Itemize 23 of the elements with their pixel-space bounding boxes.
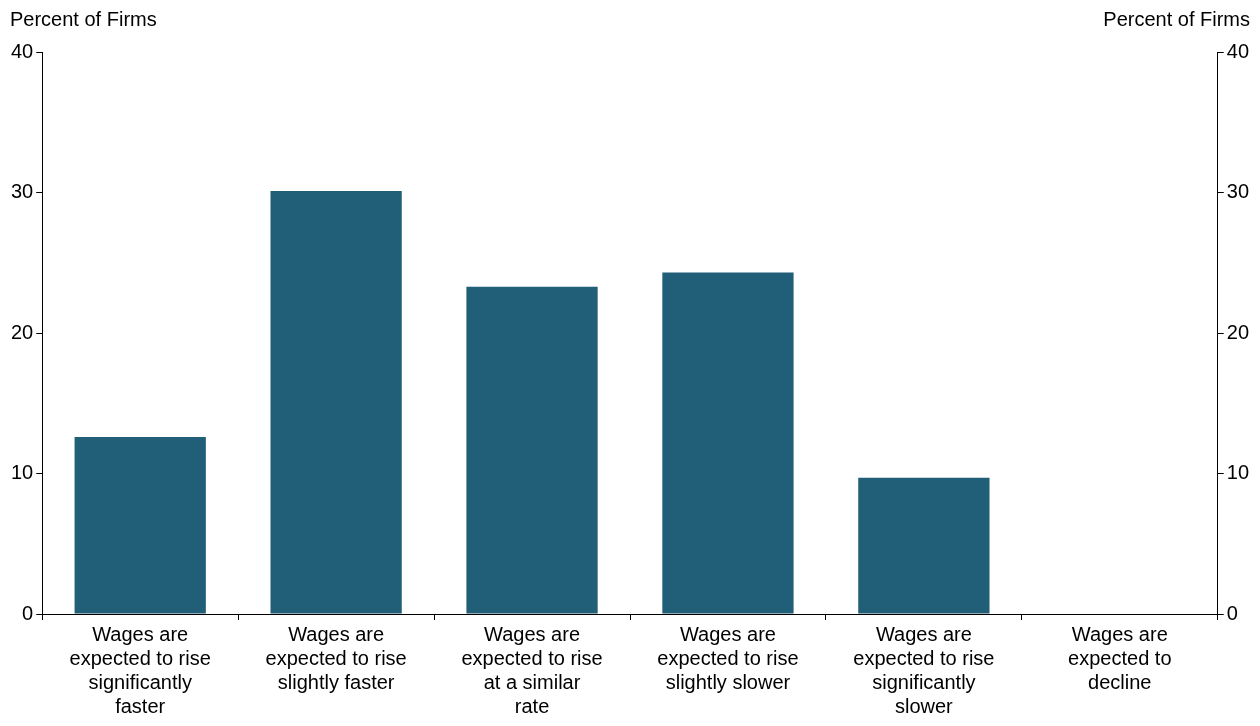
bar [858, 477, 990, 614]
x-tick-label: Wages are expected to rise significantly slower [853, 622, 995, 717]
x-tick-label: Wages are expected to rise at a similar rate [461, 622, 603, 717]
y2-tick-label: 30 [1226, 180, 1249, 203]
y-tick-label: 0 [22, 601, 34, 624]
bar [466, 286, 598, 614]
y-tick-label: 20 [11, 320, 34, 343]
x-tick-label: Wages are expected to rise significantly faster [69, 622, 211, 717]
y-tick-label: 30 [11, 180, 34, 203]
x-tick-label: Wages are expected to rise slightly slower [657, 622, 799, 693]
y2-tick-label: 20 [1226, 320, 1249, 343]
bar [662, 272, 794, 614]
x-tick-label: Wages are expected to decline [1068, 622, 1172, 693]
y2-axis-title: Percent of Firms [1103, 7, 1250, 30]
y2-tick-label: 40 [1226, 39, 1249, 62]
bar [270, 191, 402, 614]
y-tick-label: 10 [11, 461, 34, 484]
y-axis-title: Percent of Firms [10, 7, 157, 30]
y2-tick-label: 0 [1226, 601, 1238, 624]
y-tick-label: 40 [11, 39, 34, 62]
x-tick-label: Wages are expected to rise slightly faster [265, 622, 407, 693]
bar [74, 436, 206, 614]
y2-tick-label: 10 [1226, 461, 1249, 484]
